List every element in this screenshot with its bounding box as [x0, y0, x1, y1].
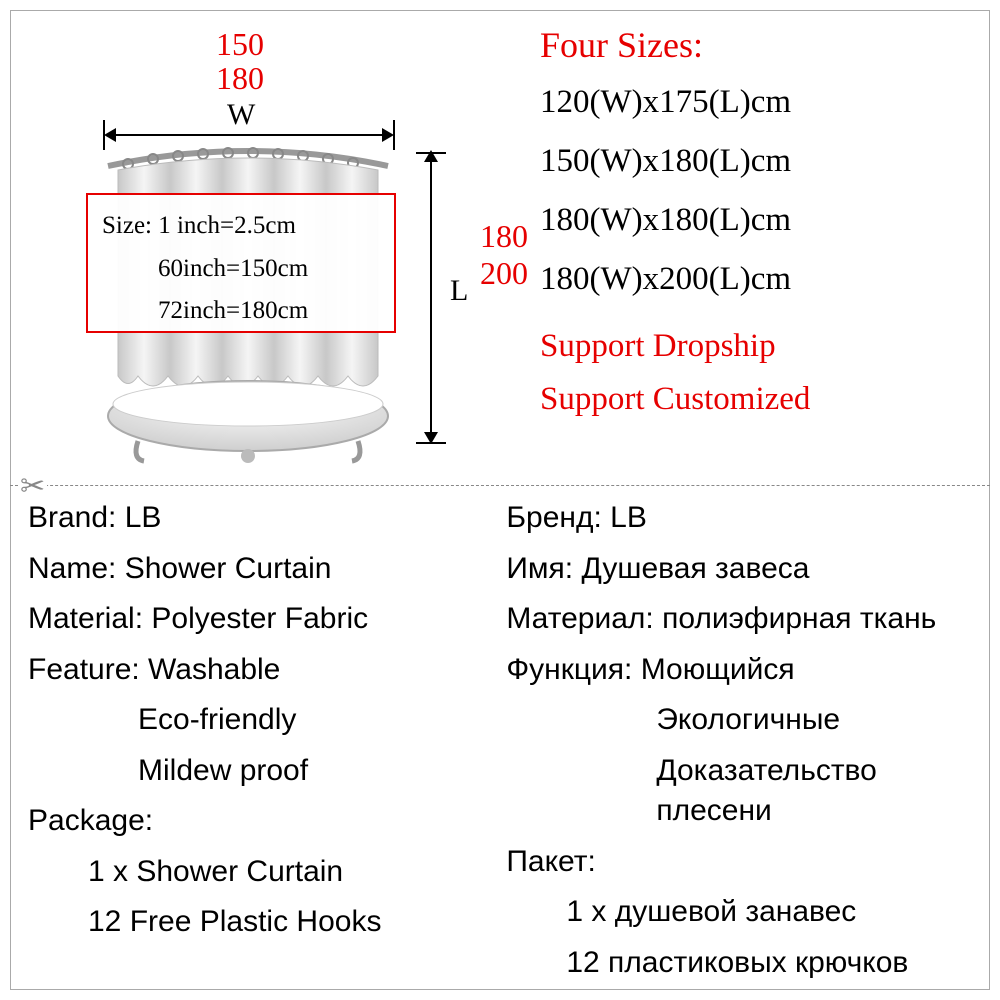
width-label: W [227, 98, 255, 132]
w-arrow-right [382, 128, 394, 142]
details-english: Brand: LB Name: Shower Curtain Material:… [28, 498, 498, 953]
feature-ru-1: Функция: Моющийся [506, 650, 976, 691]
name-ru: Имя: Душевая завеса [506, 549, 976, 590]
conversion-box: Size: 1 inch=2.5cm 60inch=150cm 72inch=1… [86, 193, 396, 333]
sizes-title: Four Sizes: [540, 24, 990, 66]
size-item-4: 180(W)x200(L)cm [540, 261, 990, 298]
conversion-line-3: 72inch=180cm [102, 290, 380, 333]
dashed-divider [10, 485, 990, 486]
size-item-2: 150(W)x180(L)cm [540, 143, 990, 180]
brand-en: Brand: LB [28, 498, 498, 539]
details-russian: Бренд: LB Имя: Душевая завеса Материал: … [506, 498, 976, 993]
size-item-3: 180(W)x180(L)cm [540, 202, 990, 239]
material-ru: Материал: полиэфирная ткань [506, 599, 976, 640]
width-value-2: 180 [180, 62, 300, 96]
sizes-panel: Four Sizes: 120(W)x175(L)cm 150(W)x180(L… [540, 24, 990, 426]
feature-ru-3: Доказательство плесени [506, 751, 976, 832]
w-arrow-line [108, 134, 388, 136]
conversion-line-2: 60inch=150cm [102, 248, 380, 291]
feature-en-1: Feature: Washable [28, 650, 498, 691]
height-value-2: 200 [480, 255, 528, 292]
package-en-1: 1 x Shower Curtain [28, 852, 498, 893]
details-section: Brand: LB Name: Shower Curtain Material:… [28, 498, 980, 993]
material-en: Material: Polyester Fabric [28, 599, 498, 640]
height-value-1: 180 [480, 218, 528, 255]
support-dropship: Support Dropship [540, 320, 990, 373]
width-values: 150 180 [180, 28, 300, 95]
support-customized: Support Customized [540, 373, 990, 426]
name-en: Name: Shower Curtain [28, 549, 498, 590]
feature-en-2: Eco-friendly [28, 700, 498, 741]
support-lines: Support Dropship Support Customized [540, 320, 990, 426]
brand-ru: Бренд: LB [506, 498, 976, 539]
feature-ru-2: Экологичные [506, 700, 976, 741]
package-ru-2: 12 пластиковых крючков [506, 943, 976, 984]
package-label-en: Package: [28, 801, 498, 842]
feature-en-3: Mildew proof [28, 751, 498, 792]
height-values: 180 200 [480, 218, 528, 292]
conversion-line-1: Size: 1 inch=2.5cm [102, 205, 380, 248]
size-item-1: 120(W)x175(L)cm [540, 84, 990, 121]
top-section: 150 180 W L 180 200 [10, 10, 990, 485]
package-label-ru: Пакет: [506, 842, 976, 883]
package-en-2: 12 Free Plastic Hooks [28, 902, 498, 943]
h-arrow-line [430, 156, 432, 436]
height-label: L [450, 274, 468, 308]
h-arrow-bottom [424, 432, 438, 444]
package-ru-1: 1 х душевой занавес [506, 892, 976, 933]
width-value-1: 150 [180, 28, 300, 62]
size-diagram: 150 180 W L 180 200 [50, 28, 470, 468]
